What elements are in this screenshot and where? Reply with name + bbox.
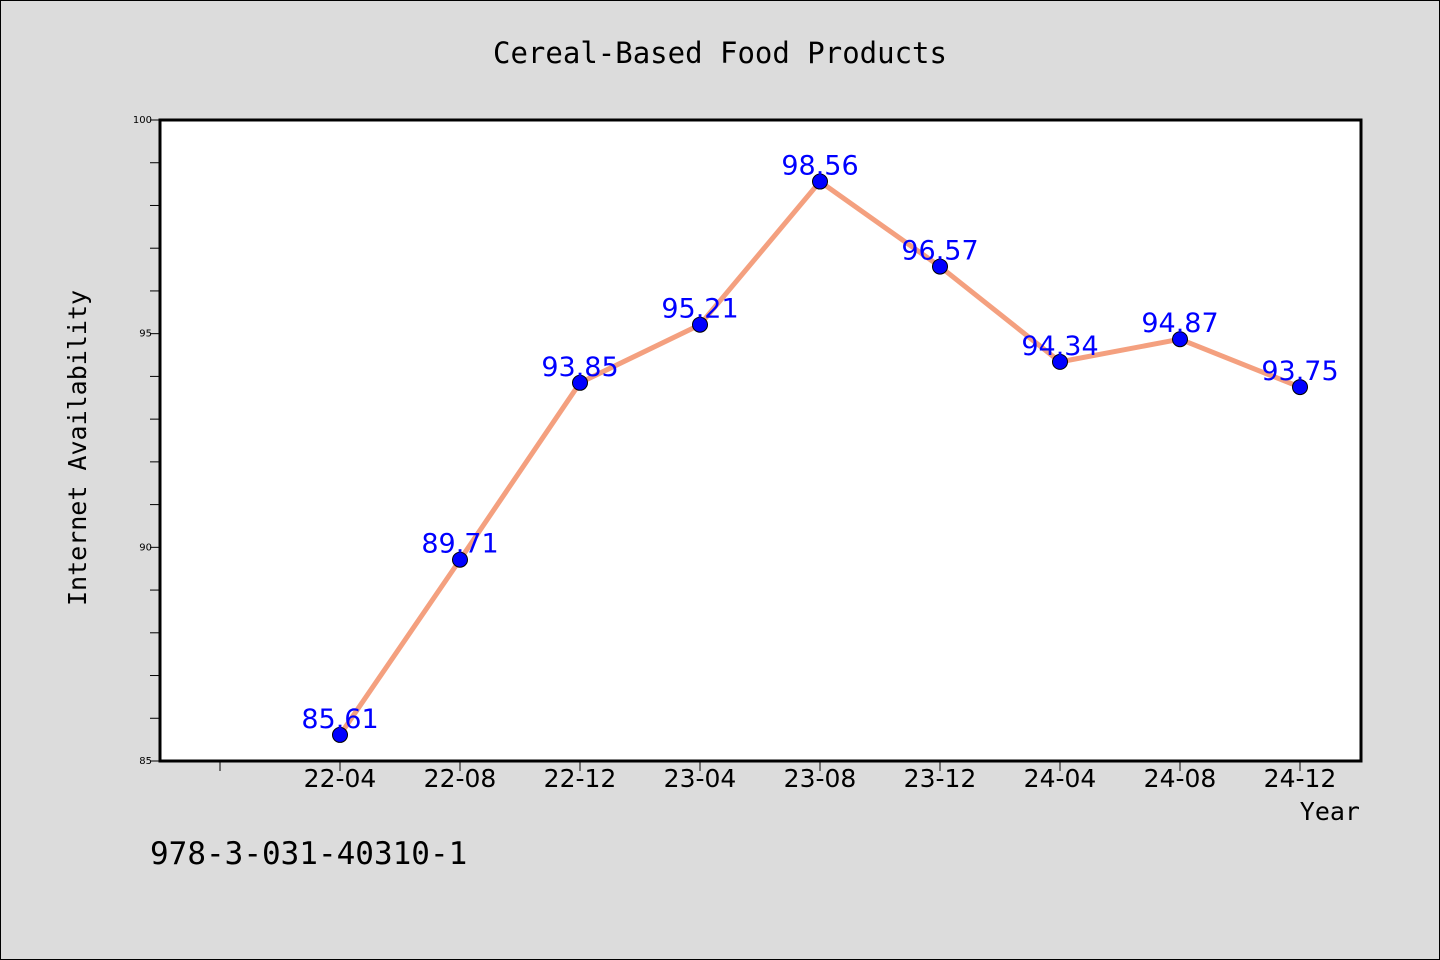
- data-label: 85.61: [301, 704, 378, 735]
- x-tick-label: 23-12: [904, 764, 977, 793]
- data-point: [1052, 353, 1068, 370]
- data-point: [1172, 331, 1188, 348]
- data-point: [332, 726, 348, 743]
- data-points: [332, 173, 1308, 743]
- data-label: 93.85: [541, 352, 618, 383]
- data-point: [1292, 379, 1308, 396]
- x-axis: 22-04 22-08 22-12 23-04 23-08 23-12 24-04 24-08…: [219, 761, 1337, 793]
- data-point: [572, 374, 588, 391]
- x-tick-label: 24-04: [1024, 764, 1097, 793]
- x-tick-label: 24-08: [1144, 764, 1217, 793]
- x-tick-label: 22-04: [304, 764, 377, 793]
- data-label: 93.75: [1261, 356, 1338, 387]
- plot-area: [158, 118, 1363, 763]
- x-tick-label: 23-04: [664, 764, 737, 793]
- y-axis-label: Internet Availability: [63, 290, 92, 606]
- x-tick-label: 22-08: [424, 764, 497, 793]
- data-point: [692, 316, 708, 333]
- y-tick-label: 95: [139, 329, 152, 340]
- chart-title: Cereal-Based Food Products: [493, 36, 947, 70]
- data-point: [812, 173, 828, 190]
- y-tick-label: 85: [139, 756, 152, 767]
- x-tick-label: 23-08: [784, 764, 857, 793]
- data-point: [452, 551, 468, 568]
- data-label: 94.34: [1021, 331, 1098, 362]
- data-label: 98.56: [781, 151, 858, 182]
- footer-code: 978-3-031-40310-1: [150, 836, 467, 872]
- x-axis-label: Year: [1300, 797, 1360, 826]
- data-label: 89.71: [421, 529, 498, 560]
- data-label: 94.87: [1141, 308, 1218, 339]
- x-tick-label: 24-12: [1264, 764, 1337, 793]
- x-tick-label: 22-12: [544, 764, 617, 793]
- data-label: 95.21: [661, 294, 738, 325]
- y-tick-label: 100: [133, 115, 152, 126]
- y-tick-label: 90: [139, 542, 152, 553]
- data-label: 96.57: [901, 236, 978, 267]
- data-labels: 85.61 89.71 93.85 95.21 98.56 96.57 94.34 94.87…: [301, 151, 1338, 735]
- data-point: [932, 258, 948, 275]
- y-axis: 85 90 95 100: [133, 115, 160, 767]
